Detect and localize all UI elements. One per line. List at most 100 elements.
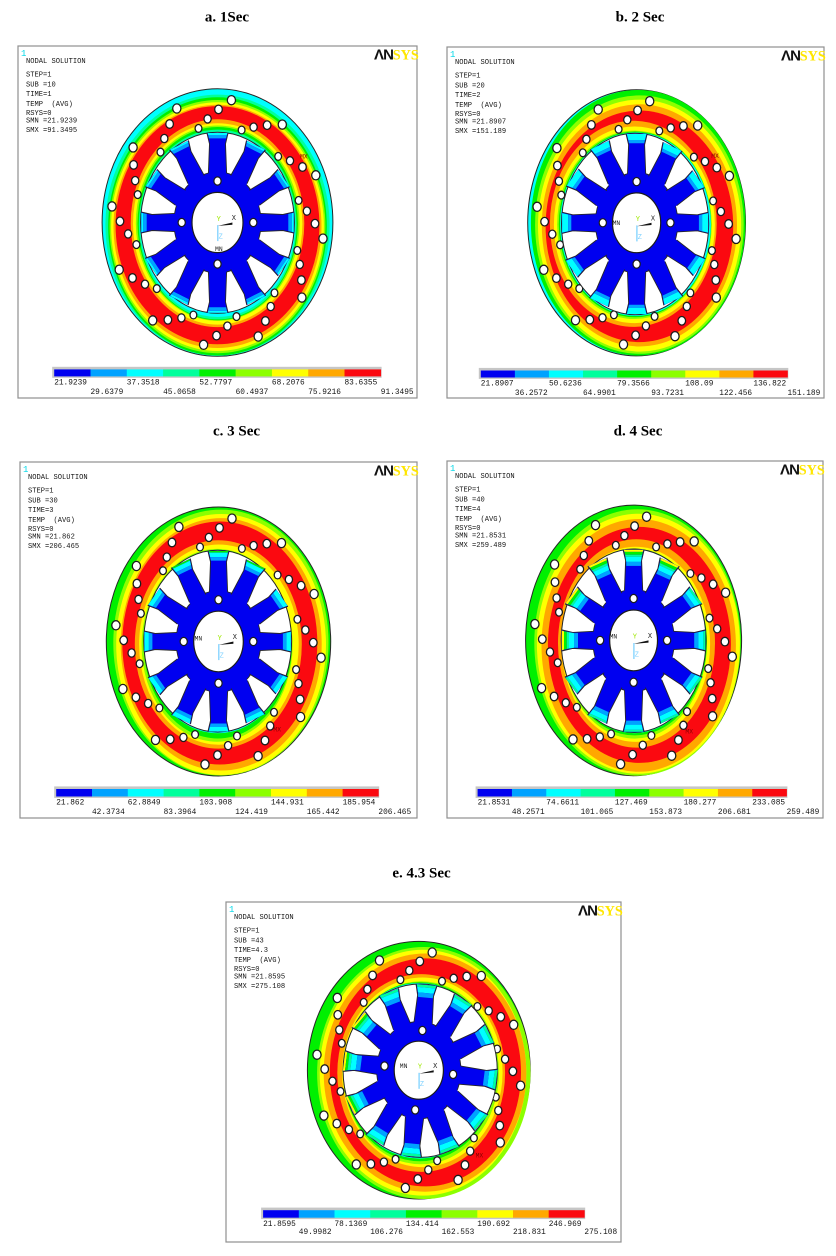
svg-text:1: 1 bbox=[23, 465, 28, 475]
svg-text:a. 1Sec: a. 1Sec bbox=[205, 10, 250, 26]
svg-text:36.2572: 36.2572 bbox=[515, 390, 548, 398]
svg-text:SMX =206.465: SMX =206.465 bbox=[28, 543, 79, 551]
svg-text:ΛN: ΛN bbox=[374, 47, 393, 64]
svg-text:83.6355: 83.6355 bbox=[345, 379, 378, 387]
svg-text:X: X bbox=[648, 633, 653, 641]
svg-text:165.442: 165.442 bbox=[307, 809, 340, 817]
svg-text:STEP=1: STEP=1 bbox=[455, 73, 481, 81]
svg-text:206.681: 206.681 bbox=[718, 809, 751, 817]
svg-text:RSYS=0: RSYS=0 bbox=[234, 966, 260, 974]
svg-text:X: X bbox=[433, 1063, 438, 1071]
svg-text:101.065: 101.065 bbox=[581, 809, 614, 817]
svg-text:d. 4 Sec: d. 4 Sec bbox=[614, 424, 663, 440]
svg-text:TEMP (AVG): TEMP (AVG) bbox=[234, 957, 281, 965]
svg-text:62.8849: 62.8849 bbox=[128, 799, 161, 807]
svg-text:SMN =21.862: SMN =21.862 bbox=[28, 534, 75, 542]
svg-text:SUB =10: SUB =10 bbox=[26, 82, 56, 90]
svg-text:Z: Z bbox=[420, 1081, 424, 1089]
svg-text:79.3566: 79.3566 bbox=[617, 380, 650, 388]
svg-text:c. 3 Sec: c. 3 Sec bbox=[213, 424, 260, 440]
svg-text:TEMP (AVG): TEMP (AVG) bbox=[26, 101, 73, 109]
svg-text:SUB =20: SUB =20 bbox=[455, 83, 485, 91]
svg-text:144.931: 144.931 bbox=[271, 799, 304, 807]
svg-text:MX: MX bbox=[711, 153, 719, 160]
svg-text:ΛN: ΛN bbox=[374, 463, 393, 480]
svg-text:NODAL SOLUTION: NODAL SOLUTION bbox=[455, 59, 515, 67]
svg-text:STEP=1: STEP=1 bbox=[26, 72, 52, 80]
svg-text:X: X bbox=[233, 634, 238, 642]
svg-text:RSYS=0: RSYS=0 bbox=[28, 526, 54, 534]
svg-text:SYS: SYS bbox=[800, 49, 826, 65]
svg-text:SMX =259.489: SMX =259.489 bbox=[455, 542, 506, 550]
svg-text:STEP=1: STEP=1 bbox=[455, 487, 481, 495]
svg-text:162.553: 162.553 bbox=[442, 1229, 475, 1237]
svg-text:STEP=1: STEP=1 bbox=[28, 488, 54, 496]
svg-text:233.085: 233.085 bbox=[752, 799, 785, 807]
svg-text:37.3518: 37.3518 bbox=[127, 379, 160, 387]
svg-text:MN: MN bbox=[610, 633, 618, 640]
svg-text:SUB =43: SUB =43 bbox=[234, 938, 264, 946]
svg-text:21.8907: 21.8907 bbox=[481, 380, 514, 388]
svg-text:SUB =30: SUB =30 bbox=[28, 498, 58, 506]
svg-text:21.8595: 21.8595 bbox=[263, 1221, 296, 1229]
svg-text:TIME=2: TIME=2 bbox=[455, 92, 481, 100]
svg-text:MX: MX bbox=[273, 726, 281, 733]
svg-text:SUB =40: SUB =40 bbox=[455, 497, 485, 505]
svg-text:60.4937: 60.4937 bbox=[236, 389, 269, 397]
svg-text:218.831: 218.831 bbox=[513, 1229, 546, 1237]
svg-text:42.3734: 42.3734 bbox=[92, 809, 125, 817]
svg-text:MN: MN bbox=[613, 220, 621, 227]
svg-text:127.469: 127.469 bbox=[615, 799, 648, 807]
svg-text:Z: Z bbox=[638, 234, 642, 242]
svg-text:MX: MX bbox=[685, 728, 693, 735]
svg-text:1: 1 bbox=[450, 50, 455, 60]
svg-text:SMN =21.8531: SMN =21.8531 bbox=[455, 533, 506, 541]
svg-text:21.9239: 21.9239 bbox=[54, 379, 87, 387]
svg-text:MN: MN bbox=[400, 1063, 408, 1070]
svg-text:ΛN: ΛN bbox=[578, 903, 597, 920]
svg-text:45.0658: 45.0658 bbox=[163, 389, 196, 397]
svg-text:RSYS=0: RSYS=0 bbox=[455, 111, 481, 119]
svg-text:SMN =21.8595: SMN =21.8595 bbox=[234, 974, 285, 982]
svg-text:108.09: 108.09 bbox=[685, 380, 713, 388]
svg-text:83.3964: 83.3964 bbox=[164, 809, 197, 817]
svg-text:Y: Y bbox=[418, 1064, 423, 1072]
svg-text:SYS: SYS bbox=[393, 464, 419, 480]
svg-text:122.456: 122.456 bbox=[719, 390, 752, 398]
svg-text:124.419: 124.419 bbox=[235, 809, 268, 817]
svg-text:1: 1 bbox=[450, 464, 455, 474]
svg-text:SMX =275.108: SMX =275.108 bbox=[234, 983, 285, 991]
svg-text:MX: MX bbox=[476, 1152, 484, 1159]
svg-text:74.6611: 74.6611 bbox=[546, 799, 579, 807]
svg-text:180.277: 180.277 bbox=[684, 799, 717, 807]
svg-text:X: X bbox=[651, 216, 656, 224]
svg-text:TEMP (AVG): TEMP (AVG) bbox=[455, 516, 502, 524]
svg-text:190.692: 190.692 bbox=[477, 1221, 510, 1229]
svg-text:TIME=1: TIME=1 bbox=[26, 91, 52, 99]
svg-text:48.2571: 48.2571 bbox=[512, 809, 545, 817]
svg-text:151.189: 151.189 bbox=[788, 390, 821, 398]
svg-text:49.9982: 49.9982 bbox=[299, 1229, 332, 1237]
svg-text:52.7797: 52.7797 bbox=[199, 379, 232, 387]
svg-text:TEMP (AVG): TEMP (AVG) bbox=[28, 517, 75, 525]
svg-text:246.969: 246.969 bbox=[549, 1221, 582, 1229]
svg-text:NODAL SOLUTION: NODAL SOLUTION bbox=[455, 473, 515, 481]
svg-text:185.954: 185.954 bbox=[343, 799, 376, 807]
svg-text:21.862: 21.862 bbox=[56, 799, 84, 807]
svg-text:275.108: 275.108 bbox=[584, 1229, 617, 1237]
svg-text:Y: Y bbox=[633, 634, 638, 642]
svg-text:Z: Z bbox=[219, 233, 223, 241]
svg-text:MN: MN bbox=[215, 246, 223, 253]
svg-text:SYS: SYS bbox=[393, 48, 419, 64]
svg-text:21.8531: 21.8531 bbox=[478, 799, 511, 807]
svg-text:SYS: SYS bbox=[597, 904, 623, 920]
svg-text:NODAL SOLUTION: NODAL SOLUTION bbox=[26, 58, 86, 66]
svg-text:X: X bbox=[232, 215, 237, 223]
svg-text:SMX =151.189: SMX =151.189 bbox=[455, 128, 506, 136]
svg-text:75.9216: 75.9216 bbox=[308, 389, 341, 397]
svg-text:b. 2 Sec: b. 2 Sec bbox=[616, 10, 665, 26]
svg-text:50.6236: 50.6236 bbox=[549, 380, 582, 388]
svg-text:SMX =91.3495: SMX =91.3495 bbox=[26, 127, 77, 135]
svg-text:TIME=4.3: TIME=4.3 bbox=[234, 947, 268, 955]
svg-text:TIME=4: TIME=4 bbox=[455, 506, 481, 514]
